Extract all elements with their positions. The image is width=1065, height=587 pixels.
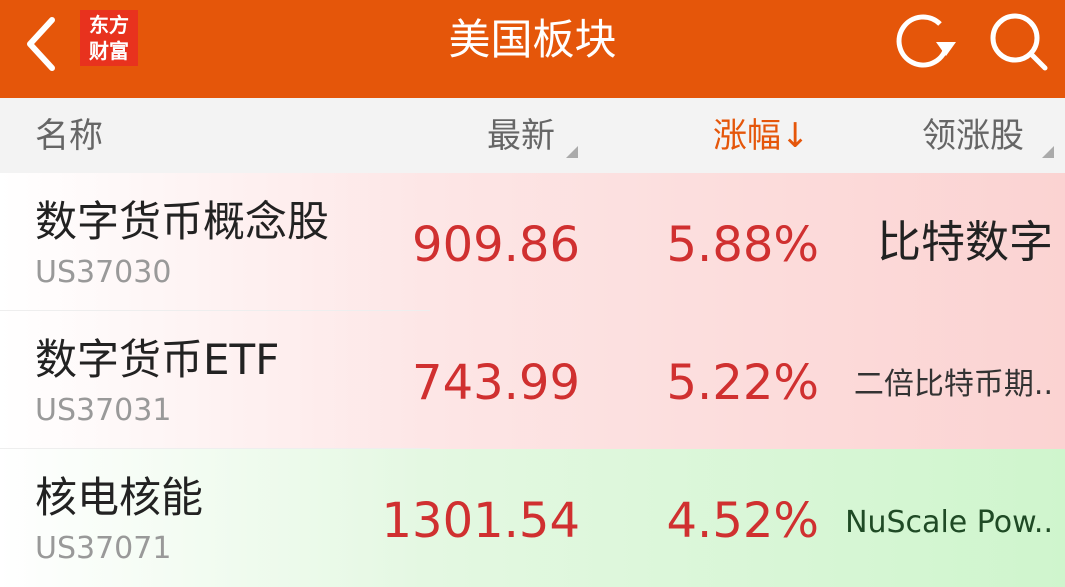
latest-price: 743.99 [412,355,580,411]
table-row[interactable]: 数字货币ETF US37031 743.99 5.22% 二倍比特币期.. [0,311,1065,449]
leading-stock: 二倍比特币期.. [853,367,1053,402]
change-percent: 5.88% [666,217,819,273]
divider [0,448,430,449]
sector-name: 数字货币ETF [35,335,280,384]
refresh-icon[interactable] [890,10,960,70]
top-bar: 东方 财富 美国板块 [0,0,1065,98]
sector-code: US37031 [35,393,172,428]
latest-price: 1301.54 [381,493,581,549]
column-name[interactable]: 名称 [35,116,103,156]
sort-indicator-icon [1042,146,1054,158]
sort-indicator-icon [566,146,578,158]
sector-name: 核电核能 [35,473,204,522]
leading-stock: 比特数字 [877,217,1053,268]
chevron-left-icon[interactable] [22,14,62,74]
column-leader[interactable]: 领涨股 [922,116,1024,156]
sector-name: 数字货币概念股 [35,197,330,246]
search-icon[interactable] [985,8,1050,73]
table-row[interactable]: 核电核能 US37071 1301.54 4.52% NuScale Pow.. [0,449,1065,587]
sector-code: US37071 [35,531,172,566]
page-title: 美国板块 [448,15,617,64]
column-change[interactable]: 涨幅↓ [713,116,810,156]
leading-stock: NuScale Pow.. [845,505,1053,540]
latest-price: 909.86 [412,217,580,273]
app-logo: 东方 财富 [80,10,138,66]
divider [0,310,430,311]
column-header: 名称 最新 涨幅↓ 领涨股 [0,98,1065,173]
column-latest[interactable]: 最新 [487,116,555,156]
sector-code: US37030 [35,255,172,290]
table-row[interactable]: 数字货币概念股 US37030 909.86 5.88% 比特数字 [0,173,1065,311]
change-percent: 4.52% [666,493,819,549]
change-percent: 5.22% [666,355,819,411]
